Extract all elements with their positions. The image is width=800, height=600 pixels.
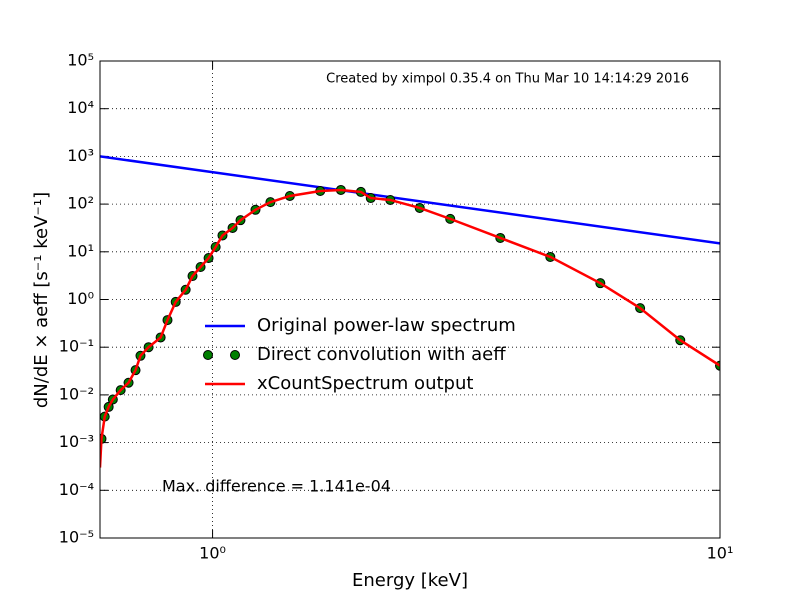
y-tick-label: 10⁻² — [59, 384, 94, 403]
y-tick-label: 10² — [67, 194, 94, 213]
legend-swatch — [230, 350, 240, 360]
y-tick-label: 10⁻⁵ — [59, 528, 94, 547]
y-tick-label: 10⁵ — [67, 51, 94, 70]
y-tick-label: 10¹ — [67, 241, 94, 260]
annotation: Created by ximpol 0.35.4 on Thu Mar 10 1… — [326, 72, 689, 87]
plot-area — [100, 155, 720, 468]
annotation: Max. difference = 1.141e-04 — [162, 477, 391, 496]
y-tick-label: 10⁴ — [67, 98, 94, 117]
y-tick-label: 10⁻⁴ — [59, 480, 94, 499]
legend-label: Original power-law spectrum — [257, 315, 516, 336]
series-line — [100, 188, 720, 468]
y-tick-label: 10⁻¹ — [59, 337, 94, 356]
x-axis-label: Energy [keV] — [352, 570, 468, 591]
legend-label: xCountSpectrum output — [257, 373, 473, 394]
legend-label: Direct convolution with aeff — [257, 344, 506, 365]
y-tick-label: 10³ — [67, 146, 94, 165]
y-tick-label: 10⁻³ — [59, 432, 94, 451]
y-tick-label: 10⁰ — [67, 289, 94, 308]
y-axis-label: dN/dE × aeff [s⁻¹ keV⁻¹] — [31, 192, 52, 408]
series-line — [100, 155, 720, 245]
plot-frame — [99, 60, 721, 539]
x-tick-label: 10⁰ — [199, 544, 226, 563]
legend-swatch — [203, 350, 213, 360]
x-tick-label: 10¹ — [707, 544, 734, 563]
